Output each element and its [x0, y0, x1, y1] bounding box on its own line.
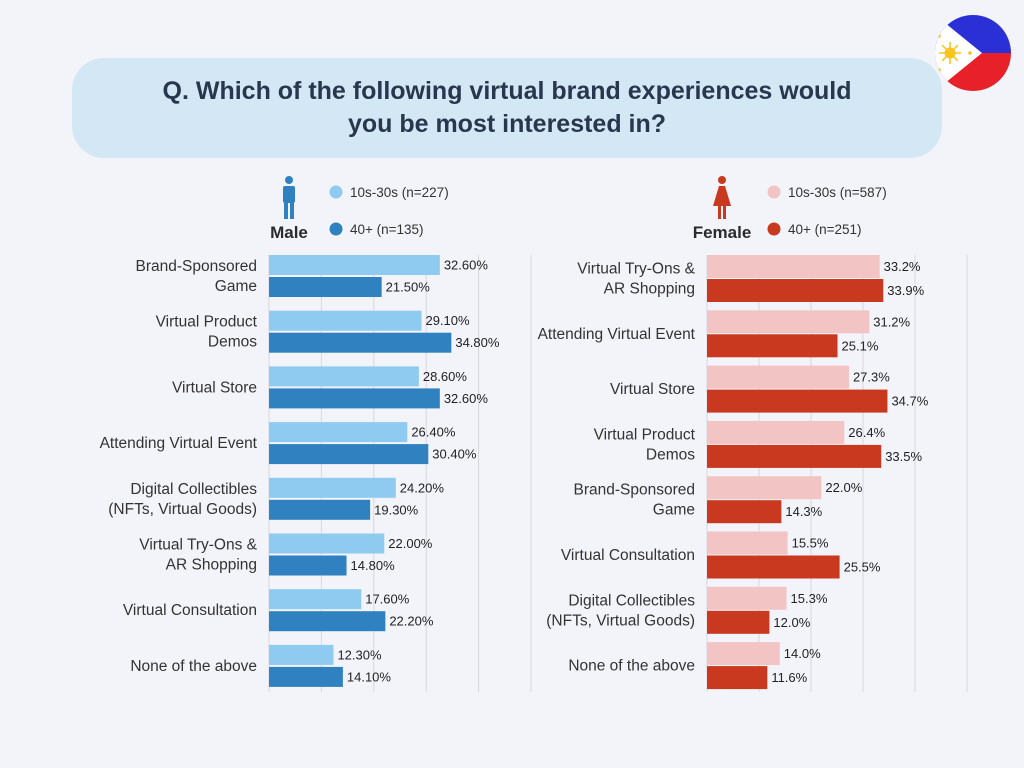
female-bar-series1 [707, 365, 849, 389]
female-value-label: 34.7% [891, 394, 928, 409]
male-category-label: Virtual Product Demos [156, 314, 258, 351]
female-value-label: 25.5% [844, 560, 881, 575]
female-value-label: 31.2% [873, 314, 910, 329]
male-bar-series1 [269, 533, 385, 554]
male-bar-series2 [269, 611, 386, 632]
female-legend-label-2: 40+ (n=251) [788, 222, 862, 237]
male-bar-series1 [269, 366, 419, 387]
female-bar-series1 [707, 476, 822, 500]
male-value-label: 32.60% [444, 258, 489, 273]
female-category-label: Digital Collectibles (NFTs, Virtual Goods… [546, 592, 695, 629]
female-legend-label-1: 10s-30s (n=587) [788, 185, 887, 200]
male-value-label: 24.20% [400, 480, 445, 495]
question-title-box: Q. Which of the following virtual brand … [72, 58, 942, 158]
female-value-label: 33.5% [885, 449, 922, 464]
female-category-label: Brand-Sponsored Game [574, 482, 696, 519]
female-value-label: 15.5% [792, 536, 829, 551]
male-value-label: 30.40% [432, 447, 477, 462]
question-title-line-1: Q. Which of the following virtual brand … [162, 77, 852, 105]
male-bar-series1 [269, 589, 362, 610]
male-legend-label-1: 10s-30s (n=227) [350, 185, 449, 200]
male-category-label: Virtual Consultation [123, 602, 257, 619]
female-bar-series1 [707, 420, 845, 444]
male-value-label: 14.10% [347, 669, 392, 684]
male-value-label: 22.20% [389, 614, 434, 629]
male-value-label: 21.50% [386, 280, 431, 295]
female-category-label: Virtual Store [610, 381, 695, 398]
male-legend-label-2: 40+ (n=135) [350, 222, 424, 237]
female-value-label: 27.3% [853, 370, 890, 385]
male-bar-series1 [269, 310, 422, 331]
male-value-label: 28.60% [423, 369, 468, 384]
male-bar-series2 [269, 444, 429, 465]
female-bar-series2 [707, 279, 884, 302]
female-category-label: Attending Virtual Event [538, 326, 696, 343]
male-bar-series1 [269, 422, 408, 443]
female-bar-series2 [707, 500, 782, 524]
male-bar-series2 [269, 666, 343, 687]
male-value-label: 17.60% [365, 592, 410, 607]
male-category-label: Virtual Try-Ons & AR Shopping [139, 537, 257, 574]
male-bar-series2 [269, 499, 371, 520]
female-value-label: 22.0% [825, 480, 862, 495]
female-person-icon [713, 176, 731, 219]
male-legend-marker-1 [329, 185, 343, 199]
female-value-label: 12.0% [773, 615, 810, 630]
female-value-label: 14.0% [784, 646, 821, 661]
male-value-label: 32.60% [444, 391, 489, 406]
male-value-label: 22.00% [388, 536, 433, 551]
female-bar-series2 [707, 555, 840, 579]
male-bar-series2 [269, 555, 347, 576]
female-bar-series1 [707, 531, 788, 555]
female-bar-series2 [707, 334, 838, 358]
male-legend-marker-2 [329, 222, 343, 236]
male-bar-series2 [269, 332, 452, 353]
male-category-label: Attending Virtual Event [100, 435, 258, 452]
female-category-label: Virtual Try-Ons & AR Shopping [577, 261, 695, 298]
male-person-icon [283, 176, 295, 219]
female-value-label: 15.3% [791, 591, 828, 606]
female-value-label: 33.9% [887, 283, 924, 298]
female-value-label: 11.6% [771, 670, 807, 685]
female-bar-series2 [707, 666, 768, 690]
male-category-label: None of the above [130, 658, 257, 675]
female-category-label: Virtual Consultation [561, 547, 695, 564]
female-bar-series1 [707, 586, 787, 610]
question-title-line-2: you be most interested in? [347, 110, 667, 138]
male-bar-series1 [269, 644, 334, 665]
male-value-label: 12.30% [337, 647, 382, 662]
male-bar-series2 [269, 388, 440, 409]
female-value-label: 26.4% [848, 425, 885, 440]
female-bar-series1 [707, 255, 880, 278]
female-value-label: 14.3% [785, 504, 822, 519]
male-category-label: Digital Collectibles (NFTs, Virtual Goods… [108, 481, 257, 518]
male-bar-series1 [269, 255, 440, 275]
female-bar-series2 [707, 444, 882, 468]
male-value-label: 34.80% [455, 335, 500, 350]
male-value-label: 19.30% [374, 502, 419, 517]
philippines-flag-icon [935, 15, 1011, 91]
female-bar-series2 [707, 610, 770, 634]
male-bar-series1 [269, 477, 396, 498]
male-bar-series2 [269, 277, 382, 297]
female-category-label: Virtual Product Demos [594, 426, 696, 463]
female-gender-label: Female [693, 223, 752, 242]
female-bar-series1 [707, 310, 870, 334]
male-value-label: 29.10% [425, 313, 470, 328]
male-value-label: 26.40% [411, 425, 456, 440]
male-value-label: 14.80% [351, 558, 396, 573]
male-category-label: Brand-Sponsored Game [136, 258, 258, 295]
female-value-label: 33.2% [884, 259, 921, 274]
male-category-label: Virtual Store [172, 379, 257, 396]
female-value-label: 25.1% [842, 338, 879, 353]
female-legend-marker-1 [767, 185, 781, 199]
female-category-label: None of the above [568, 658, 695, 675]
female-legend-marker-2 [767, 222, 781, 236]
male-gender-label: Male [270, 223, 308, 242]
female-bar-series1 [707, 642, 780, 666]
female-bar-series2 [707, 389, 888, 413]
